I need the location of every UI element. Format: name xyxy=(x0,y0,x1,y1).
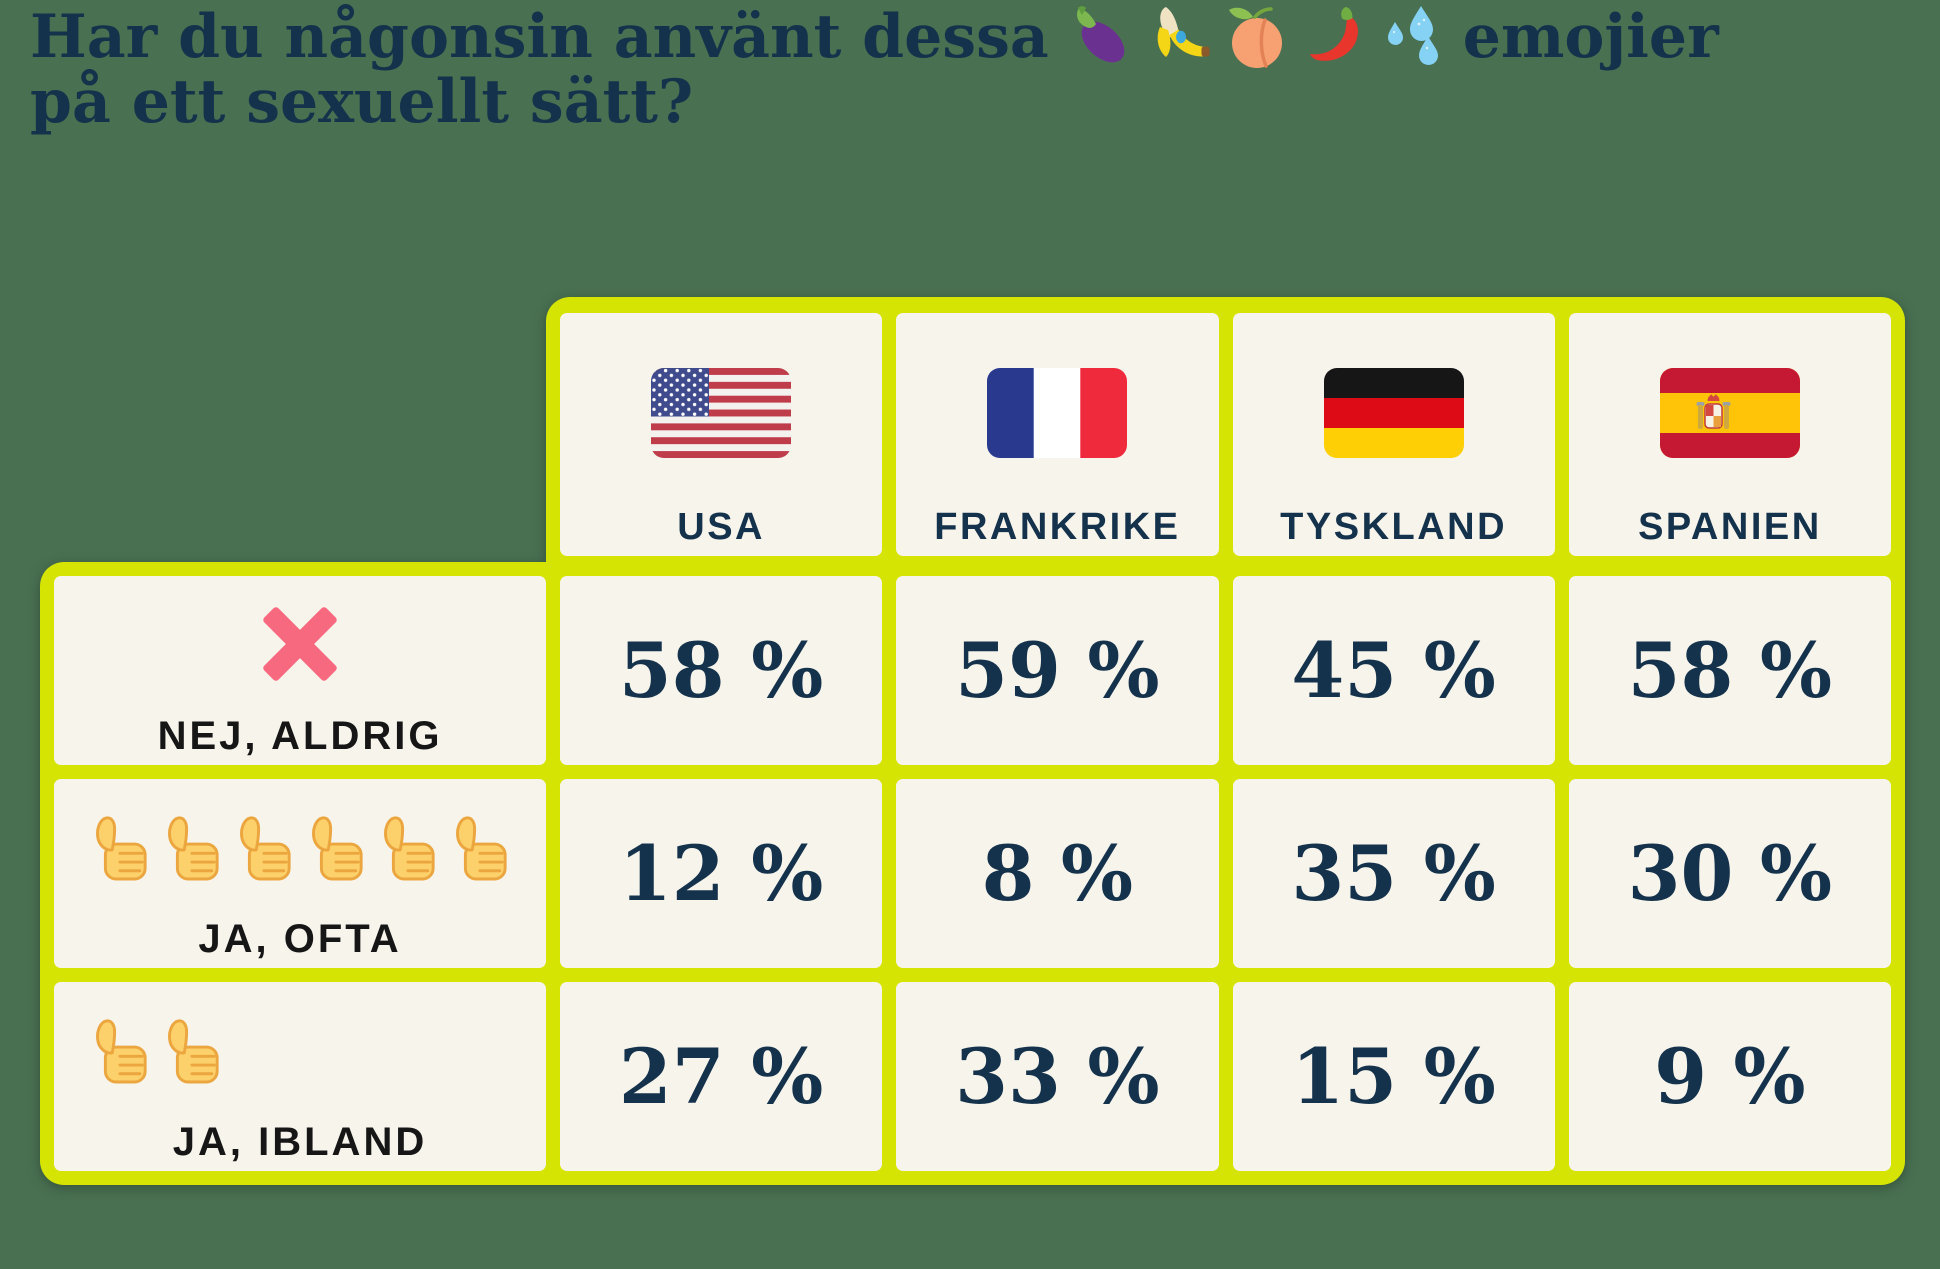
table-body: NEJ, ALDRIG 58 % 59 % 45 % 58 % xyxy=(40,562,1905,1185)
thumbs-up-icon xyxy=(86,1011,150,1089)
row-label-text: JA, IBLAND xyxy=(172,1120,428,1164)
title-emoji-row xyxy=(1065,4,1447,70)
banana-emoji-icon xyxy=(1157,7,1210,57)
value-cell-nej-aldrig-usa: 58 % xyxy=(560,576,883,765)
thumbs-up-icon xyxy=(230,808,294,886)
value-cell-ja-ibland-usa: 27 % xyxy=(560,982,883,1171)
value-cell-nej-aldrig-tyskland: 45 % xyxy=(1232,576,1555,765)
column-header-label: USA xyxy=(677,506,765,548)
page-title: Har du någonsin använt dessa xyxy=(30,4,1719,134)
value-cell-ja-ofta-tyskland: 35 % xyxy=(1232,779,1555,968)
eggplant-emoji-icon xyxy=(1076,6,1125,63)
table-header-row: USA FRANKRIKE xyxy=(546,297,1905,562)
value-cell-ja-ofta-frankrike: 8 % xyxy=(896,779,1219,968)
flag-usa-icon xyxy=(651,368,792,458)
row-label-text: NEJ, ALDRIG xyxy=(157,714,443,758)
peach-emoji-icon xyxy=(1228,7,1282,68)
value-cell-ja-ofta-usa: 12 % xyxy=(560,779,883,968)
column-header-tyskland: TYSKLAND xyxy=(1232,313,1555,556)
flag-spain-icon xyxy=(1659,368,1800,458)
title-line-1: Har du någonsin använt dessa xyxy=(30,4,1719,70)
cross-mark-icon xyxy=(261,602,339,686)
column-header-spanien: SPANIEN xyxy=(1568,313,1891,556)
row-label-ja-ofta: JA, OFTA xyxy=(54,779,546,968)
thumbs-up-icon xyxy=(302,808,366,886)
row-label-text: JA, OFTA xyxy=(198,917,402,961)
thumbs-up-icon xyxy=(158,1011,222,1089)
column-header-label: SPANIEN xyxy=(1638,506,1822,548)
thumbs-up-icon-row xyxy=(54,805,546,889)
value-cell-ja-ibland-tyskland: 15 % xyxy=(1232,982,1555,1171)
thumbs-up-icon xyxy=(374,808,438,886)
thumbs-up-icon xyxy=(86,808,150,886)
row-label-ja-ibland: JA, IBLAND xyxy=(54,982,546,1171)
value-cell-ja-ibland-frankrike: 33 % xyxy=(896,982,1219,1171)
column-header-frankrike: FRANKRIKE xyxy=(896,313,1219,556)
thumbs-up-icon xyxy=(158,808,222,886)
value-cell-ja-ibland-spanien: 9 % xyxy=(1568,982,1891,1171)
row-label-nej-aldrig: NEJ, ALDRIG xyxy=(54,576,546,765)
thumbs-up-icon-row xyxy=(54,1008,546,1092)
value-cell-ja-ofta-spanien: 30 % xyxy=(1568,779,1891,968)
value-cell-nej-aldrig-spanien: 58 % xyxy=(1568,576,1891,765)
column-header-label: FRANKRIKE xyxy=(934,506,1181,548)
title-text-after: emojier xyxy=(1462,2,1719,72)
title-text-before: Har du någonsin använt dessa xyxy=(30,2,1049,72)
hot-pepper-emoji-icon xyxy=(1309,7,1358,61)
sweat-droplets-emoji-icon xyxy=(1387,6,1438,65)
flag-germany-icon xyxy=(1323,368,1464,458)
column-header-usa: USA xyxy=(560,313,883,556)
flag-france-icon xyxy=(987,368,1128,458)
thumbs-up-icon xyxy=(446,808,510,886)
title-line-2: på ett sexuellt sätt? xyxy=(30,67,694,137)
column-header-label: TYSKLAND xyxy=(1280,506,1508,548)
value-cell-nej-aldrig-frankrike: 59 % xyxy=(896,576,1219,765)
